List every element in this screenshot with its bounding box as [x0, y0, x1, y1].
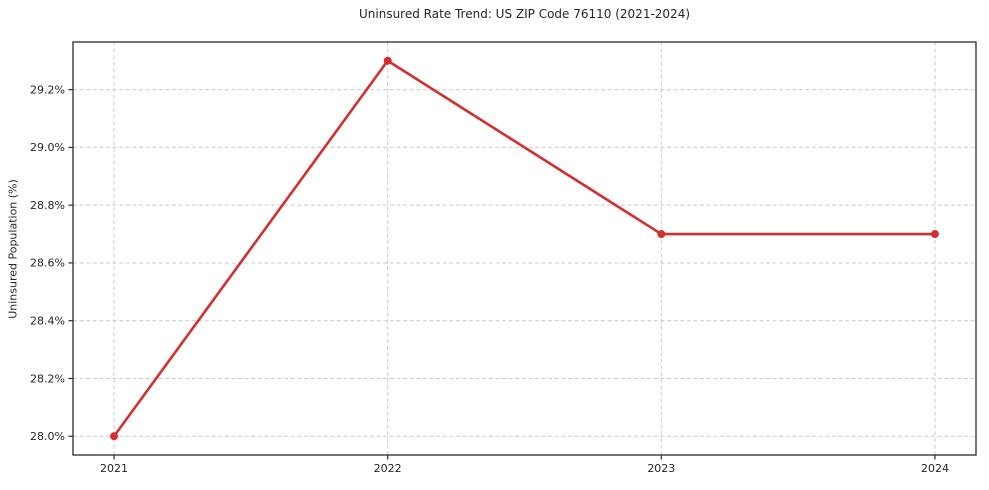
- x-tick-label: 2023: [647, 462, 675, 475]
- x-tick-label: 2021: [100, 462, 128, 475]
- y-tick-label: 28.0%: [30, 430, 65, 443]
- series-layer: [110, 56, 939, 441]
- x-tick-label: 2022: [374, 462, 402, 475]
- plot-border: [72, 41, 977, 456]
- y-tick-label: 28.6%: [30, 257, 65, 270]
- y-tick-label: 29.2%: [30, 83, 65, 96]
- data-point: [930, 230, 939, 239]
- y-tick-label: 28.2%: [30, 372, 65, 385]
- data-point: [657, 230, 666, 239]
- chart-title: Uninsured Rate Trend: US ZIP Code 76110 …: [358, 7, 691, 21]
- y-tick-label: 29.0%: [30, 141, 65, 154]
- x-tick-label: 2024: [921, 462, 949, 475]
- data-point: [383, 56, 392, 65]
- axes-layer: 28.0% 28.2% 28.4% 28.6% 28.8% 29.0% 29.2% 2021 2…: [30, 41, 977, 475]
- y-tick-label: 28.4%: [30, 315, 65, 328]
- data-line: [112, 59, 937, 438]
- y-tick-label: 28.8%: [30, 199, 65, 212]
- data-point: [110, 432, 119, 441]
- grid-layer: [73, 42, 976, 455]
